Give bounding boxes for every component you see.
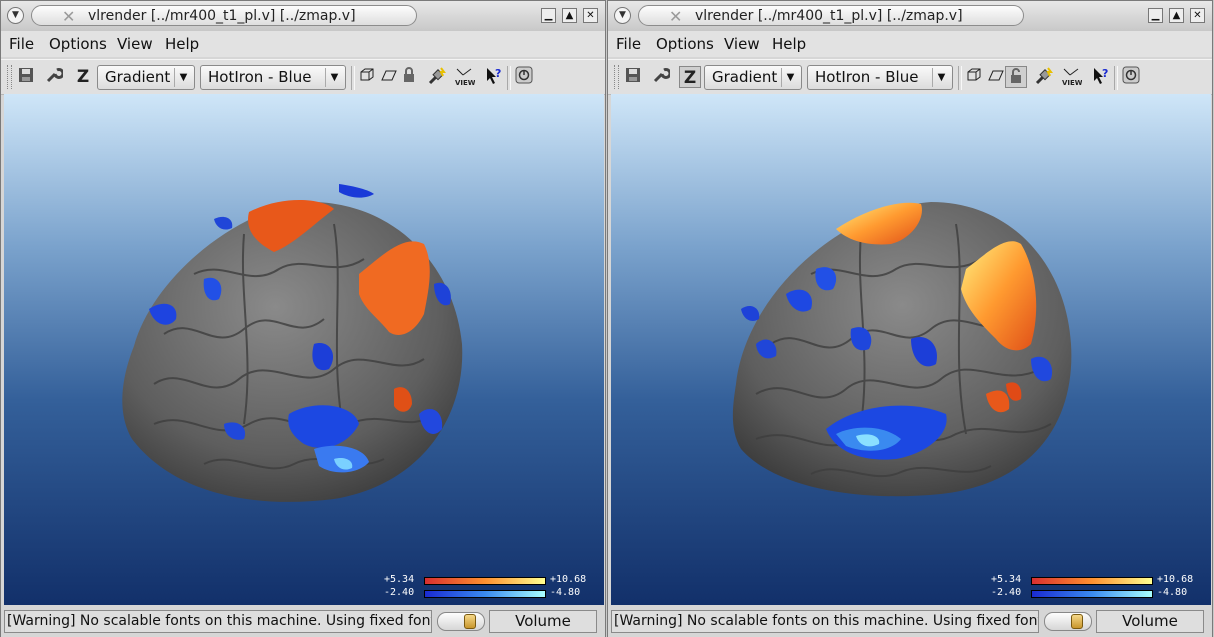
colormap-select-value: HotIron - Blue xyxy=(208,68,312,86)
render-viewport[interactable]: +5.34 +10.68 -2.40 -4.80 xyxy=(4,94,604,605)
z-axis-button[interactable]: Z xyxy=(679,66,701,88)
slider-thumb[interactable] xyxy=(464,614,476,629)
colorbar-positive xyxy=(1031,577,1153,585)
opacity-slider[interactable] xyxy=(437,612,485,631)
toolbar-handle[interactable] xyxy=(614,65,619,89)
shading-select[interactable]: Gradient ▼ xyxy=(97,65,195,90)
chevron-down-icon: ▼ xyxy=(781,68,799,87)
toolbar: Z Gradient ▼ HotIron - Blue ▼ VIEW ? xyxy=(1,59,605,95)
colormap-select-value: HotIron - Blue xyxy=(815,68,919,86)
title-pill[interactable]: ✕ vlrender [../mr400_t1_pl.v] [../zmap.v… xyxy=(31,5,417,26)
menu-options[interactable]: Options xyxy=(49,35,107,53)
status-bar: [Warning] No scalable fonts on this mach… xyxy=(1,607,605,637)
z-axis-button[interactable]: Z xyxy=(76,67,90,87)
x-logo-icon: ✕ xyxy=(669,7,683,26)
power-icon[interactable] xyxy=(1120,66,1142,88)
view-icon[interactable]: VIEW xyxy=(1060,66,1083,88)
menu-bar: File Options View Help xyxy=(1,31,605,57)
colormap-select[interactable]: HotIron - Blue ▼ xyxy=(807,65,953,90)
save-icon[interactable] xyxy=(622,66,644,88)
brain-render-graphic xyxy=(122,184,463,502)
colorbar-negative xyxy=(424,590,546,598)
lock-icon[interactable] xyxy=(398,66,420,88)
render-mode-label: Volume xyxy=(1096,610,1204,633)
render-viewport[interactable]: +5.34 +10.68 -2.40 -4.80 xyxy=(611,94,1211,605)
power-icon[interactable] xyxy=(513,66,535,88)
window-menu-icon[interactable]: ▼ xyxy=(614,7,631,24)
menu-options[interactable]: Options xyxy=(656,35,714,53)
svg-text:?: ? xyxy=(1102,67,1108,80)
colorbar-neg-min-label: -2.40 xyxy=(991,587,1022,598)
close-button[interactable]: ✕ xyxy=(583,8,598,23)
minimize-button[interactable]: ▁ xyxy=(541,8,556,23)
colorbar-neg-max-label: -4.80 xyxy=(550,587,581,598)
window-title: vlrender [../mr400_t1_pl.v] [../zmap.v] xyxy=(695,8,963,24)
toolbar-separator xyxy=(1114,66,1118,90)
title-bar[interactable]: ▼ ✕ vlrender [../mr400_t1_pl.v] [../zmap… xyxy=(608,1,1212,32)
vlrender-window-left: ▼ ✕ vlrender [../mr400_t1_pl.v] [../zmap… xyxy=(0,0,606,637)
shading-select[interactable]: Gradient ▼ xyxy=(704,65,802,90)
maximize-button[interactable]: ▲ xyxy=(1169,8,1184,23)
colorbar-negative xyxy=(1031,590,1153,598)
toolbar-separator xyxy=(958,66,962,90)
menu-bar: File Options View Help xyxy=(608,31,1212,57)
svg-text:?: ? xyxy=(495,67,501,80)
cube-icon[interactable] xyxy=(963,66,985,88)
render-mode-label: Volume xyxy=(489,610,597,633)
status-bar: [Warning] No scalable fonts on this mach… xyxy=(608,607,1212,637)
chevron-down-icon: ▼ xyxy=(325,68,343,87)
window-menu-icon[interactable]: ▼ xyxy=(7,7,24,24)
cube-icon[interactable] xyxy=(356,66,378,88)
svg-text:VIEW: VIEW xyxy=(455,79,475,87)
menu-file[interactable]: File xyxy=(9,35,35,53)
colorbar-pos-min-label: +5.34 xyxy=(384,574,415,585)
close-button[interactable]: ✕ xyxy=(1190,8,1205,23)
plug-icon[interactable] xyxy=(1033,66,1055,88)
plug-icon[interactable] xyxy=(426,66,448,88)
plane-icon[interactable] xyxy=(985,66,1007,88)
title-pill[interactable]: ✕ vlrender [../mr400_t1_pl.v] [../zmap.v… xyxy=(638,5,1024,26)
colorbar-positive xyxy=(424,577,546,585)
status-message: [Warning] No scalable fonts on this mach… xyxy=(611,610,1039,633)
menu-file[interactable]: File xyxy=(616,35,642,53)
maximize-button[interactable]: ▲ xyxy=(562,8,577,23)
brain-render-graphic xyxy=(732,202,1072,497)
window-title: vlrender [../mr400_t1_pl.v] [../zmap.v] xyxy=(88,8,356,24)
lock-icon[interactable] xyxy=(1005,66,1027,88)
colorbar-neg-max-label: -4.80 xyxy=(1157,587,1188,598)
chevron-down-icon: ▼ xyxy=(932,68,950,87)
save-icon[interactable] xyxy=(15,66,37,88)
menu-view[interactable]: View xyxy=(724,35,760,53)
whats-this-help-icon[interactable]: ? xyxy=(1090,66,1112,88)
colormap-select[interactable]: HotIron - Blue ▼ xyxy=(200,65,346,90)
toolbar-separator xyxy=(351,66,355,90)
toolbar-handle[interactable] xyxy=(7,65,12,89)
status-message: [Warning] No scalable fonts on this mach… xyxy=(4,610,432,633)
menu-view[interactable]: View xyxy=(117,35,153,53)
plane-icon[interactable] xyxy=(378,66,400,88)
chevron-down-icon: ▼ xyxy=(174,68,192,87)
shading-select-value: Gradient xyxy=(105,68,171,86)
toolbar-separator xyxy=(507,66,511,90)
colorbar-pos-min-label: +5.34 xyxy=(991,574,1022,585)
svg-text:VIEW: VIEW xyxy=(1062,79,1082,87)
wrench-icon[interactable] xyxy=(43,66,65,88)
wrench-icon[interactable] xyxy=(650,66,672,88)
colorbar-neg-min-label: -2.40 xyxy=(384,587,415,598)
whats-this-help-icon[interactable]: ? xyxy=(483,66,505,88)
minimize-button[interactable]: ▁ xyxy=(1148,8,1163,23)
colorbar-pos-max-label: +10.68 xyxy=(550,574,587,585)
x-logo-icon: ✕ xyxy=(62,7,76,26)
shading-select-value: Gradient xyxy=(712,68,778,86)
opacity-slider[interactable] xyxy=(1044,612,1092,631)
toolbar: Z Gradient ▼ HotIron - Blue ▼ VIEW ? xyxy=(608,59,1212,95)
menu-help[interactable]: Help xyxy=(165,35,200,53)
menu-help[interactable]: Help xyxy=(772,35,807,53)
title-bar[interactable]: ▼ ✕ vlrender [../mr400_t1_pl.v] [../zmap… xyxy=(1,1,605,32)
colorbar-pos-max-label: +10.68 xyxy=(1157,574,1194,585)
vlrender-window-right: ▼ ✕ vlrender [../mr400_t1_pl.v] [../zmap… xyxy=(607,0,1213,637)
view-icon[interactable]: VIEW xyxy=(453,66,476,88)
slider-thumb[interactable] xyxy=(1071,614,1083,629)
